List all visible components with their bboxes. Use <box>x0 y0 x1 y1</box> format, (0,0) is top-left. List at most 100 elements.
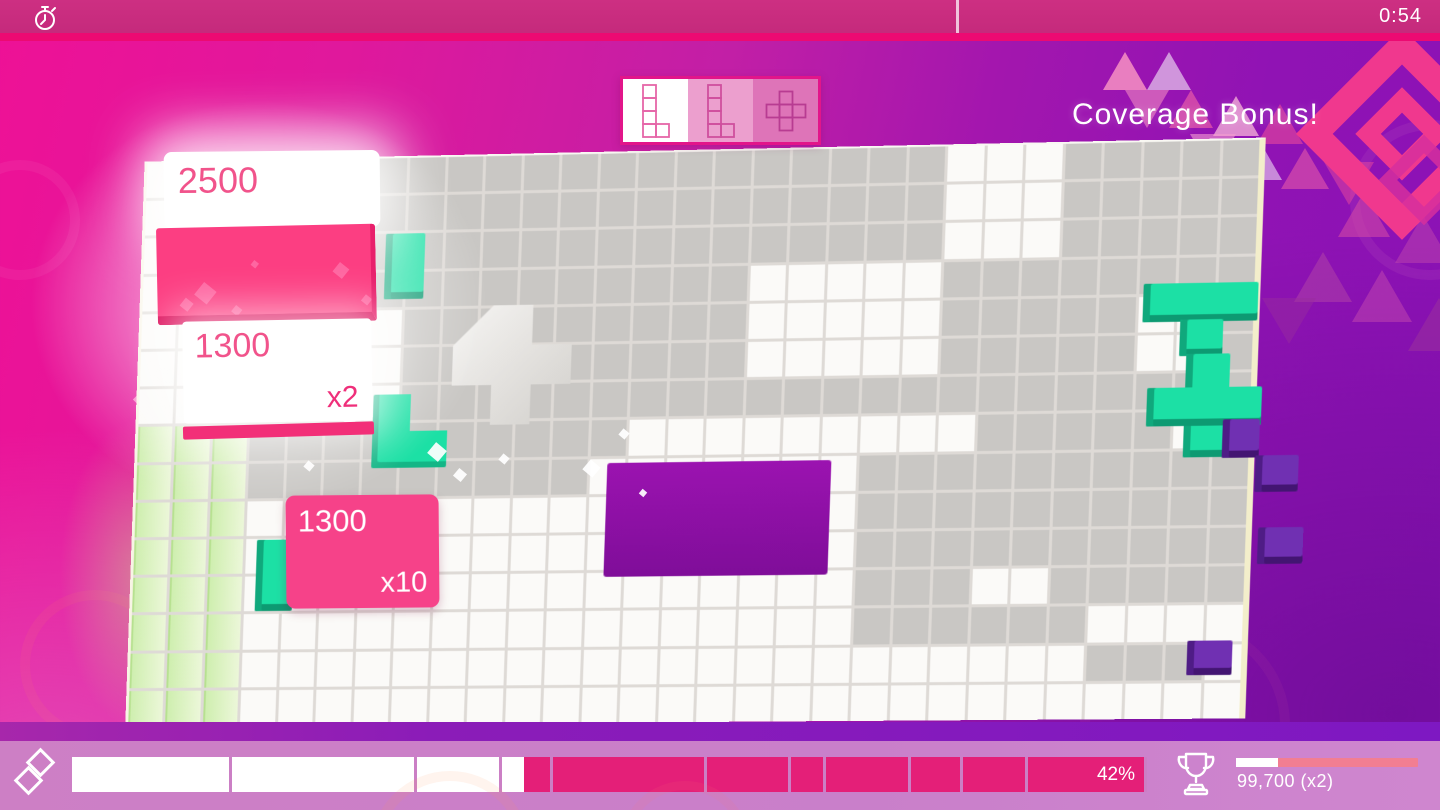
board-cell-covered-gray-cell <box>447 156 484 193</box>
board-cell-covered-gray-cell <box>1091 490 1129 527</box>
board-cell-covered-gray-cell <box>1179 218 1218 255</box>
board-cell-covered-gray-cell <box>908 146 946 183</box>
tray-slot-next[interactable] <box>688 79 753 142</box>
board-cell-covered-gray-cell <box>869 147 907 184</box>
board-cell-covered-gray-cell <box>980 299 1019 336</box>
top-hud-accent-strip <box>0 33 1440 41</box>
board-cell-white-cell <box>968 645 1006 682</box>
board-cell-white-cell <box>967 684 1005 721</box>
board-cell-white-cell <box>864 301 902 338</box>
board-cell-covered-gray-cell <box>439 384 476 420</box>
board-cell-white-cell <box>543 687 580 723</box>
board-cell-lime-highlight-cell <box>170 539 207 575</box>
board-cell-covered-gray-cell <box>1168 528 1207 565</box>
triangle-decoration <box>1262 298 1316 344</box>
board-cell-covered-gray-cell <box>783 379 821 415</box>
board-cell-covered-gray-cell <box>638 152 675 189</box>
board-cell-covered-gray-cell <box>792 148 829 186</box>
board-cell-covered-gray-cell <box>1140 218 1178 256</box>
board-cell-covered-gray-cell <box>1098 296 1136 334</box>
pink-particle <box>194 282 217 305</box>
board-cell-covered-gray-cell <box>1092 451 1131 488</box>
board-cell-white-cell <box>826 263 864 300</box>
bottom-hud-bar: 42% 99,700 (x2) <box>0 741 1440 810</box>
board-cell-white-cell <box>435 498 472 534</box>
board-cell-covered-gray-cell <box>853 608 891 645</box>
board-cell-covered-gray-cell <box>936 453 974 490</box>
board-cell-covered-gray-cell <box>935 492 973 529</box>
green-piece-neck <box>1179 318 1224 357</box>
board-cell-white-cell <box>391 688 428 724</box>
board-cell-covered-gray-cell <box>858 454 896 491</box>
board-cell-covered-gray-cell <box>1221 139 1260 177</box>
board-cell-covered-gray-cell <box>892 608 930 644</box>
coverage-bar-segment <box>911 757 960 792</box>
coverage-bar-segment <box>707 757 788 792</box>
board-cell-covered-gray-cell <box>1090 528 1128 565</box>
board-cell-white-cell <box>547 573 584 609</box>
board-cell-covered-gray-cell <box>712 227 749 264</box>
board-cell-covered-gray-cell <box>1021 259 1059 296</box>
board-cell-covered-gray-cell <box>443 270 480 307</box>
stopwatch-icon <box>32 3 58 38</box>
board-cell-covered-gray-cell <box>1096 335 1135 372</box>
board-cell-covered-gray-cell <box>636 190 674 227</box>
coverage-bar-segment <box>1028 757 1144 792</box>
triangle-decoration <box>1147 52 1191 90</box>
board-cell-white-cell <box>583 611 621 647</box>
board-cell-covered-gray-cell <box>1088 567 1127 604</box>
board-cell-white-cell <box>902 300 941 337</box>
coverage-progress-bar: 42% <box>72 757 1147 792</box>
board-cell-covered-gray-cell <box>830 148 868 185</box>
board-cell-covered-gray-cell <box>595 267 633 304</box>
board-cell-covered-gray-cell <box>558 230 596 266</box>
board-cell-white-cell <box>466 688 504 724</box>
board-cell-white-cell <box>1045 683 1083 720</box>
board-cell-covered-gray-cell <box>408 195 445 231</box>
board-cell-white-cell <box>862 339 900 376</box>
board-cell-covered-gray-cell <box>1219 217 1257 254</box>
triangle-decoration <box>1257 104 1303 144</box>
triangle-decoration <box>1103 52 1147 90</box>
board-cell-covered-gray-cell <box>1052 490 1090 527</box>
triangle-decoration <box>1408 298 1440 351</box>
board-cell-covered-gray-cell <box>974 491 1012 528</box>
board-cell-white-cell <box>1046 645 1085 682</box>
board-cell-white-cell <box>821 416 859 453</box>
board-cell-white-cell <box>510 535 547 572</box>
board-cell-covered-gray-cell <box>402 347 440 383</box>
l-piece-glyph <box>641 83 670 138</box>
board-cell-covered-gray-cell <box>1019 298 1058 335</box>
purple-cube <box>1256 526 1304 565</box>
board-cell-white-cell <box>659 648 696 685</box>
board-cell-white-cell <box>825 301 863 338</box>
board-cell-covered-gray-cell <box>905 223 943 260</box>
purple-cube <box>1254 454 1299 493</box>
board-cell-white-cell <box>774 647 812 684</box>
board-cell-white-cell <box>937 415 975 452</box>
tray-slot-after[interactable] <box>753 79 818 142</box>
board-cell-covered-gray-cell <box>822 378 860 415</box>
board-cell-white-cell <box>545 611 583 647</box>
board-cell-covered-gray-cell <box>552 420 589 457</box>
board-cell-white-cell <box>1007 645 1045 682</box>
board-cell-covered-gray-cell <box>1206 566 1245 603</box>
board-cell-white-cell <box>813 647 851 683</box>
timer-progress-tick <box>956 0 959 33</box>
board-cell-covered-gray-cell <box>522 192 559 229</box>
board-cell-covered-gray-cell <box>560 192 597 228</box>
board-cell-covered-gray-cell <box>752 188 789 225</box>
tray-slot-current[interactable] <box>623 79 688 142</box>
board-cell-white-cell <box>138 389 175 425</box>
board-cell-white-cell <box>697 648 735 684</box>
board-cell-white-cell <box>316 651 353 687</box>
board-cell-white-cell <box>279 651 316 687</box>
pink-particle <box>250 260 260 269</box>
board-cell-white-cell <box>1202 682 1241 719</box>
board-cell-covered-gray-cell <box>709 303 747 340</box>
board-cell-covered-gray-cell <box>669 342 707 379</box>
board-cell-white-cell <box>748 303 785 339</box>
triangle-decoration <box>1352 270 1412 322</box>
board-cell-white-cell <box>746 341 784 378</box>
board-cell-covered-gray-cell <box>900 377 938 414</box>
